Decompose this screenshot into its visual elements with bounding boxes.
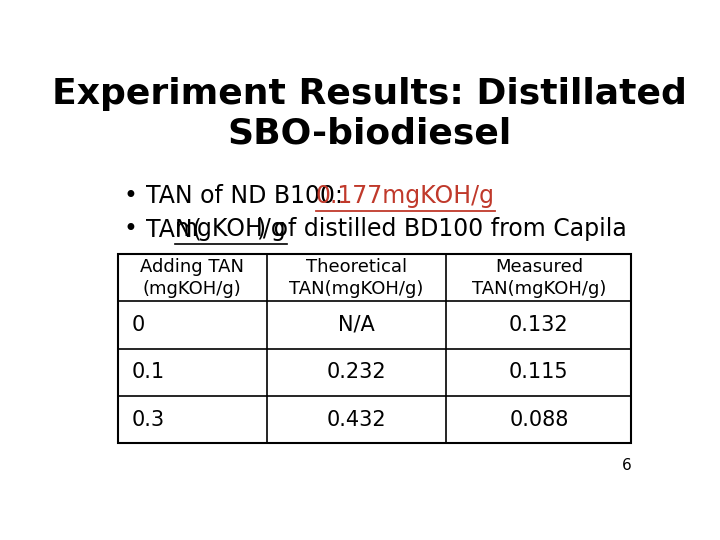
Text: 6: 6 bbox=[621, 458, 631, 473]
Text: Adding TAN
(mgKOH/g): Adding TAN (mgKOH/g) bbox=[140, 258, 244, 298]
Text: •: • bbox=[124, 184, 138, 208]
Text: 0: 0 bbox=[132, 315, 145, 335]
Text: 0.232: 0.232 bbox=[327, 362, 387, 382]
Text: 0.432: 0.432 bbox=[327, 409, 387, 429]
Text: 0.088: 0.088 bbox=[509, 409, 569, 429]
Text: Theoretical
TAN(mgKOH/g): Theoretical TAN(mgKOH/g) bbox=[289, 258, 424, 298]
Text: 0.3: 0.3 bbox=[132, 409, 165, 429]
Text: mgKOH/g: mgKOH/g bbox=[175, 217, 287, 241]
Text: Experiment Results: Distillated
SBO-biodiesel: Experiment Results: Distillated SBO-biod… bbox=[52, 77, 686, 151]
Text: Measured
TAN(mgKOH/g): Measured TAN(mgKOH/g) bbox=[472, 258, 606, 298]
Text: N/A: N/A bbox=[338, 315, 375, 335]
Text: ) of distilled BD100 from Capila: ) of distilled BD100 from Capila bbox=[258, 217, 627, 241]
Text: 0.1: 0.1 bbox=[132, 362, 165, 382]
Text: •: • bbox=[124, 217, 138, 241]
Text: TAN(: TAN( bbox=[145, 217, 202, 241]
Text: TAN of ND B100:: TAN of ND B100: bbox=[145, 184, 350, 208]
Text: 0.132: 0.132 bbox=[509, 315, 569, 335]
Text: 0.115: 0.115 bbox=[509, 362, 569, 382]
Text: 0.177mgKOH/g: 0.177mgKOH/g bbox=[316, 184, 495, 208]
